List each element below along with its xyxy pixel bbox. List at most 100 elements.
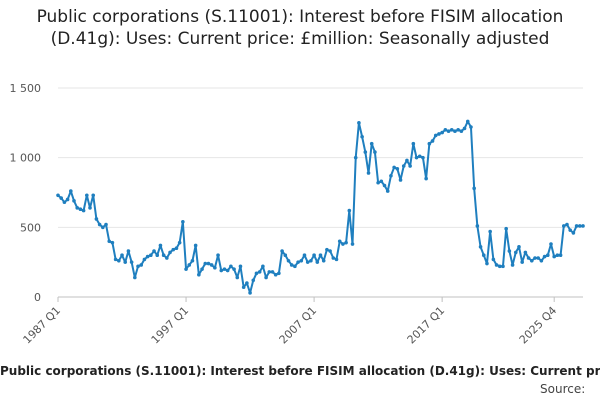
data-point [357, 121, 361, 125]
data-point [251, 278, 256, 283]
legend: Public corporations (S.11001): Interest … [0, 364, 600, 382]
data-point [517, 245, 521, 249]
data-point [485, 261, 489, 266]
data-point [296, 260, 300, 264]
data-point [155, 253, 160, 257]
data-point [69, 189, 73, 193]
y-tick-label: 0 [34, 291, 41, 304]
data-point [145, 254, 150, 259]
data-point [62, 200, 67, 205]
data-point [475, 224, 480, 228]
data-point [392, 165, 396, 170]
data-point [187, 263, 192, 267]
data-point [465, 119, 470, 124]
data-point [398, 178, 403, 182]
data-point [190, 258, 195, 263]
data-point [206, 261, 211, 266]
data-point [81, 208, 86, 213]
data-point [497, 264, 502, 269]
data-point [350, 242, 355, 246]
data-point [571, 231, 576, 235]
data-point [232, 267, 236, 271]
data-point [126, 249, 131, 253]
data-point [536, 256, 540, 260]
data-point [331, 256, 336, 260]
data-point [501, 264, 505, 269]
source-label: Source: [540, 382, 586, 396]
data-point [139, 263, 144, 267]
data-point [117, 258, 121, 263]
data-point [161, 253, 166, 257]
data-point [136, 264, 140, 269]
data-point [142, 257, 147, 262]
data-point [395, 167, 400, 171]
data-point [222, 267, 227, 271]
data-point [129, 260, 134, 264]
data-point [341, 242, 345, 246]
data-point [75, 206, 80, 210]
x-tick-label: 2017 Q1 [405, 304, 448, 347]
data-point [225, 268, 230, 273]
data-point [449, 128, 454, 132]
data-point [97, 222, 102, 227]
x-tick-label: 1997 Q1 [149, 304, 192, 347]
data-point [158, 243, 163, 248]
data-point [213, 265, 217, 270]
data-point [401, 164, 406, 168]
data-point [197, 272, 201, 277]
data-point [174, 246, 179, 251]
y-tick-label: 1 000 [10, 152, 42, 165]
data-point [261, 264, 265, 269]
data-point [405, 158, 409, 163]
data-point [328, 249, 332, 253]
data-point [248, 291, 252, 295]
x-tick-label: 2007 Q1 [277, 304, 320, 347]
data-point [408, 164, 412, 168]
data-point [65, 197, 70, 202]
data-point [280, 249, 284, 253]
data-point [293, 264, 297, 269]
data-point [510, 263, 515, 267]
data-point [56, 193, 60, 198]
data-point [59, 196, 63, 200]
data-point [78, 207, 83, 212]
data-point [254, 271, 259, 276]
data-point [417, 154, 422, 159]
data-point [459, 129, 464, 133]
data-point [549, 242, 553, 246]
data-point [264, 275, 268, 280]
data-point [369, 141, 374, 146]
data-point [491, 257, 496, 262]
x-tick-label: 1987 Q1 [21, 304, 64, 347]
y-tick-label: 500 [20, 221, 41, 234]
data-point [289, 263, 294, 267]
data-point [533, 256, 537, 260]
y-tick-label: 1 500 [10, 82, 42, 95]
data-point [526, 256, 531, 260]
data-point [72, 199, 76, 203]
data-point [216, 253, 220, 257]
data-point [545, 253, 550, 257]
data-point [88, 206, 92, 210]
data-point [344, 240, 348, 245]
data-point [411, 141, 416, 146]
data-point [555, 253, 560, 257]
data-point [421, 155, 425, 160]
data-point [472, 186, 476, 191]
data-point [177, 240, 182, 245]
data-point [245, 281, 249, 285]
data-point [235, 275, 240, 280]
data-point [504, 226, 508, 231]
data-point [443, 128, 448, 132]
data-point [152, 249, 156, 253]
data-point [440, 130, 444, 135]
data-point [299, 258, 304, 263]
data-point [360, 134, 364, 139]
data-point [193, 243, 198, 248]
data-point [520, 260, 524, 264]
data-point [581, 224, 585, 228]
data-point [478, 245, 483, 249]
data-point [321, 258, 326, 263]
data-point [334, 257, 339, 262]
